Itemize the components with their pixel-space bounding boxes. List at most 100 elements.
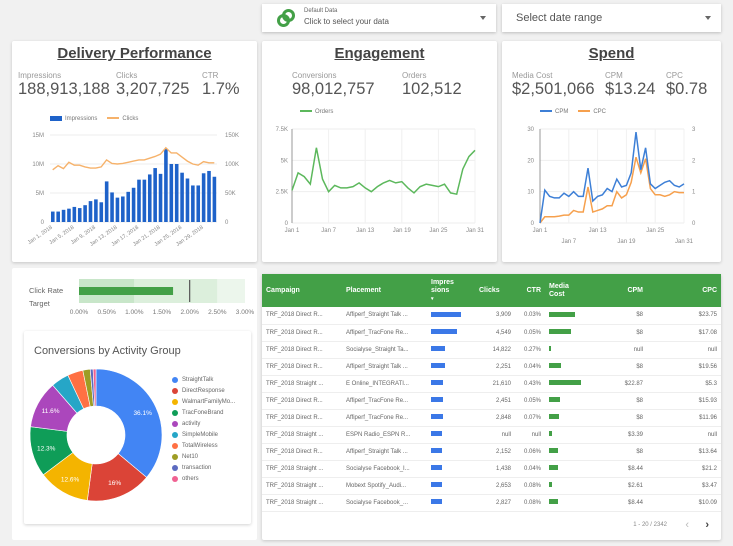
impressions-bar [169,164,174,222]
table-row[interactable]: TRF_2018 Direct R... Affiperf_TracFone Re… [262,324,721,342]
table-row[interactable]: TRF_2018 Straight ... Socialyse Facebook_… [262,460,721,478]
col-media-cost[interactable]: Media Cost [545,274,595,307]
cell-impressions-bar [427,375,475,393]
impressions-bar [431,448,443,454]
cell-ctr: 0.04% [515,460,545,478]
y-tick-label: 20 [527,158,534,164]
pagination-label: 1 - 20 / 2342 [633,522,667,528]
orders-legend: Orders [300,109,333,115]
data-source-selector[interactable]: Default Data Click to select your data [262,4,496,32]
legend-cpm: CPM [540,109,568,115]
date-range-label: Select date range [516,12,603,24]
col-cpm[interactable]: CPM [595,274,659,307]
card-title: Engagement [334,45,425,62]
table-row[interactable]: TRF_2018 Direct R... Affiperf_TracFone Re… [262,392,721,410]
legend-item[interactable]: activity [172,418,235,429]
legend-item[interactable]: others [172,473,235,484]
legend-dot [172,464,178,471]
next-page-button[interactable]: › [705,519,709,531]
kpi-label: CPM [605,71,623,80]
data-source-subtitle: Click to select your data [304,17,389,26]
cell-placement: Socialyse Facebook_... [342,494,427,512]
table-row[interactable]: TRF_2018 Direct R... Affiperf_Straight Ta… [262,443,721,461]
legend-item[interactable]: transaction [172,462,235,473]
table-row[interactable]: TRF_2018 Direct R... Socialyse_Straight T… [262,341,721,359]
y-tick-label: 15M [32,133,44,139]
x-tick-label: Jan 31 [675,239,694,245]
col-placement[interactable]: Placement [342,274,427,307]
col-impressions[interactable]: Impres sions ▾ [427,274,475,307]
cell-clicks: 4,549 [475,324,515,342]
media-cost-bar [549,397,560,403]
legend-item[interactable]: DirectResponse [172,385,235,396]
col-campaign[interactable]: Campaign [262,274,342,307]
spend-card: Spend Media Cost $2,501,066 CPM $13.24 C… [502,41,721,262]
legend-item[interactable]: TracFoneBrand [172,407,235,418]
legend-item[interactable]: SimpleMobile [172,429,235,440]
cell-cpm: $8 [595,392,659,410]
legend-label: Net10 [182,453,199,460]
col-clicks[interactable]: Clicks [475,274,515,307]
cell-campaign: TRF_2018 Straight ... [262,477,342,495]
legend-item[interactable]: WalmartFamilyMo... [172,396,235,407]
legend-item[interactable]: StraightTalk [172,374,235,385]
table-row[interactable]: TRF_2018 Straight ... Mobext Spotify_Audi… [262,477,721,495]
cell-campaign: TRF_2018 Direct R... [262,392,342,410]
legend-item[interactable]: TotalWireless [172,440,235,451]
y2-tick-label: 0 [692,221,696,227]
kpi-value: 188,913,188 [18,80,110,98]
cell-ctr: null [515,426,545,444]
impressions-bar [131,187,136,222]
cell-impressions-bar [427,341,475,359]
cell-impressions-bar [427,494,475,512]
sort-desc-icon: ▾ [431,295,434,302]
table-row[interactable]: TRF_2018 Direct R... Affiperf_Straight Ta… [262,307,721,325]
kpi-label: CPC [666,71,683,80]
impressions-bar [147,174,152,222]
cell-clicks: 2,451 [475,392,515,410]
kpi-cpc: CPC $0.78 [666,71,707,98]
cell-clicks: 2,848 [475,409,515,427]
col-cpc[interactable]: CPC [659,274,721,307]
donut-slice-label: 11.6% [42,408,60,415]
bullet-range [217,279,245,303]
prev-page-button[interactable]: ‹ [685,519,689,531]
cell-impressions-bar [427,477,475,495]
cell-ctr: 0.05% [515,324,545,342]
x-tick-label: Jan 7 [321,228,336,234]
impressions-bar [185,178,190,222]
cell-cpc: $17.08 [659,324,721,342]
kpi-value: $0.78 [666,80,708,98]
impressions-bar [61,209,66,222]
impressions-bar [201,173,206,222]
cell-impressions-bar [427,443,475,461]
y-tick-label: 5M [36,191,44,197]
legend-item[interactable]: Net10 [172,451,235,462]
x-tick-label: Jan 25 [646,228,665,234]
cell-placement: E Online_INTEGRATI... [342,375,427,393]
col-ctr[interactable]: CTR [515,274,545,307]
cell-cpm: $3.39 [595,426,659,444]
legend-dot [172,409,178,416]
legend-label: StraightTalk [182,376,214,383]
table-row[interactable]: TRF_2018 Direct R... Affiperf_TracFone Re… [262,409,721,427]
kpi-label: Conversions [292,71,337,80]
legend-dot [172,442,178,449]
impressions-bar [94,199,98,222]
table-row[interactable]: TRF_2018 Straight ... Socialyse Facebook_… [262,494,721,512]
bullet-label-click-rate: Click Rate [29,286,64,295]
cell-media-cost-bar [545,477,595,495]
table-row[interactable]: TRF_2018 Straight ... E Online_INTEGRATI.… [262,375,721,393]
table-row[interactable]: TRF_2018 Straight ... ESPN Radio_ESPN R..… [262,426,721,444]
cell-clicks: 2,152 [475,443,515,461]
x-tick-label: Jan 1 [285,228,300,234]
date-range-selector[interactable]: Select date range [502,4,721,32]
legend-dot [172,431,178,438]
x-tick-label: Jan 19 [393,228,412,234]
y-tick-label: 2.5K [276,190,288,196]
table-row[interactable]: TRF_2018 Direct R... Affiperf_Straight Ta… [262,358,721,376]
cell-media-cost-bar [545,307,595,325]
cell-impressions-bar [427,307,475,325]
legend-label: TotalWireless [182,442,218,449]
kpi-label: Clicks [116,71,138,80]
